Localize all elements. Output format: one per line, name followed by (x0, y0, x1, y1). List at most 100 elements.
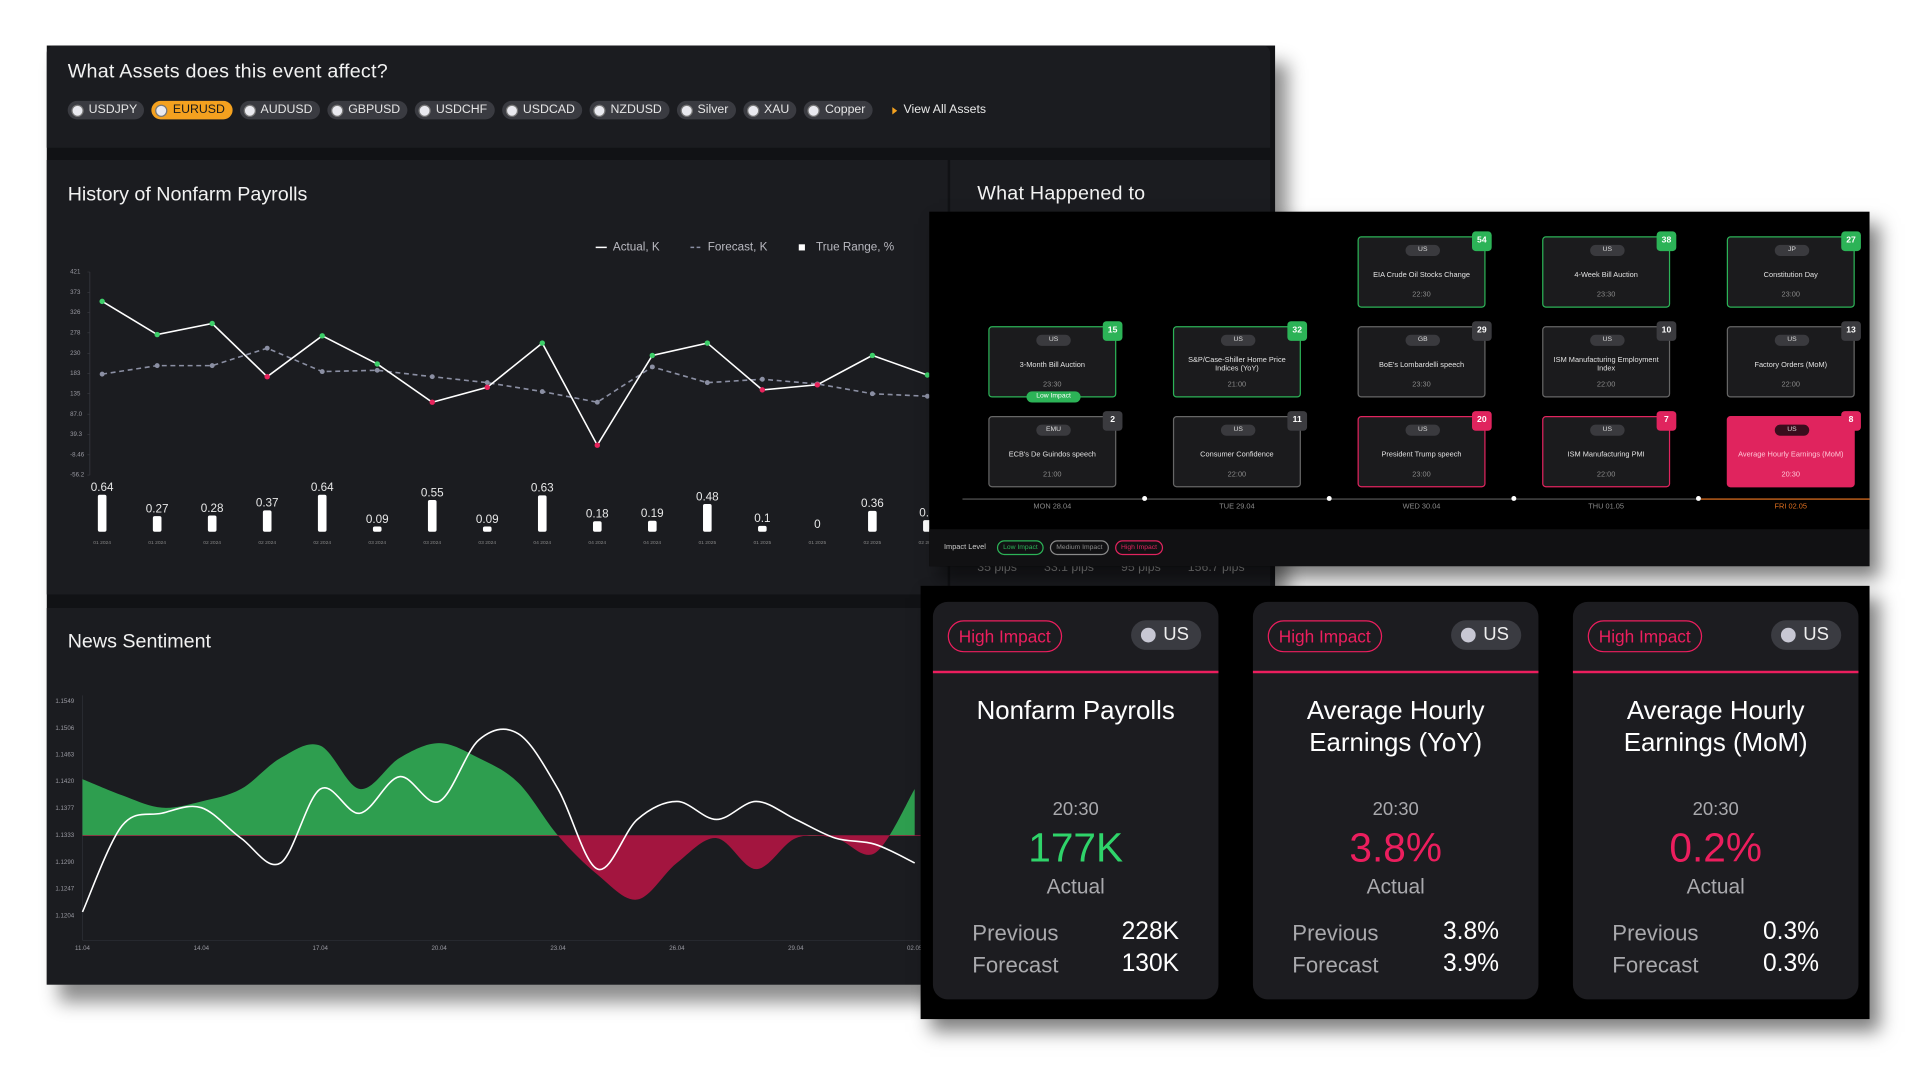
event-card[interactable]: US Consumer Confidence 22:00 11 (1172, 411, 1308, 488)
series-line (101, 300, 928, 447)
event-time: 20:30 (1781, 471, 1800, 479)
timeline-dot (1326, 495, 1332, 501)
event-badge: 29 (1471, 321, 1492, 341)
x-tick-label: 04 2024 (533, 540, 551, 546)
asset-chip[interactable]: GBPUSD (327, 100, 408, 120)
forecast-value: 0.3% (1762, 950, 1820, 978)
actual-point (264, 373, 270, 380)
event-summary-card: High Impact US Nonfarm Payrolls 20:30 177K Ac… (932, 601, 1219, 1000)
actual-value: 177K (1028, 824, 1124, 871)
country-pill: EMU (1036, 424, 1071, 436)
asset-chip[interactable]: EURUSD (151, 100, 233, 120)
y-tick-label: 1.1247 (55, 886, 74, 893)
x-tick-label: 29.04 (788, 945, 804, 952)
previous-label: Previous (1292, 920, 1379, 946)
asset-icon (593, 103, 606, 117)
x-tick-label: 17.04 (313, 945, 329, 952)
event-name: BoE's Lombardelli speech (1378, 361, 1465, 369)
event-time: 22:00 (1781, 381, 1800, 389)
range-bar (758, 525, 767, 532)
asset-chip[interactable]: USDCHF (414, 100, 495, 120)
asset-chip[interactable]: Silver (676, 100, 736, 120)
event-badge: 7 (1656, 411, 1677, 431)
asset-chip[interactable]: USDCAD (501, 100, 583, 120)
asset-chip[interactable]: AUDUSD (239, 100, 320, 120)
assets-section: What Assets does this event affect? USDJ… (46, 45, 1271, 148)
day-label: TUE 29.04 (1219, 503, 1255, 511)
y-tick-label: 1.1549 (55, 698, 74, 705)
impact-level[interactable]: High Impact (1114, 540, 1164, 556)
asset-label: AUDUSD (260, 103, 313, 117)
asset-chip[interactable]: XAU (743, 100, 797, 120)
event-badge: 15 (1102, 321, 1123, 341)
legend-band (929, 529, 1870, 567)
event-card[interactable]: US 3-Month Bill Auction 23:30 15 Low Impact (988, 321, 1123, 403)
event-summary-card: High Impact US Average Hourly Earnings (Yo… (1252, 601, 1539, 1000)
country-pill: US (1774, 424, 1810, 436)
range-label: 0.64 (311, 481, 334, 494)
x-tick-label: 03 2024 (478, 540, 496, 546)
event-card[interactable]: US EIA Crude Oil Stocks Change 22:30 54 (1357, 231, 1492, 308)
actual-point (319, 333, 325, 339)
impact-tag: Low Impact (1026, 391, 1081, 403)
x-tick-label: 11.04 (75, 945, 90, 952)
asset-label: USDCHF (435, 103, 488, 117)
range-bar (207, 515, 217, 532)
event-card[interactable]: EMU ECB's De Guindos speech 21:00 2 (988, 411, 1123, 488)
forecast-value: 3.9% (1442, 950, 1500, 978)
x-tick-label: 02 2024 (313, 540, 331, 546)
country-label: US (1163, 623, 1189, 645)
asset-icon (330, 103, 344, 117)
y-tick-label: 1.1377 (55, 805, 74, 812)
event-card[interactable]: JP Constitution Day 23:00 27 (1726, 231, 1861, 308)
range-label: 0.37 (256, 497, 279, 510)
range-label: 0.09 (476, 513, 499, 526)
x-tick-label: 02 2024 (203, 540, 221, 546)
range-bar (317, 494, 327, 532)
event-card[interactable]: US ISM Manufacturing Employment Index 22:0… (1542, 321, 1677, 398)
range-bar (868, 510, 877, 532)
impact-level[interactable]: Medium Impact (1050, 540, 1109, 556)
event-time: 22:30 (1412, 291, 1431, 300)
event-card[interactable]: US ISM Manufacturing PMI 22:00 7 (1542, 411, 1677, 488)
event-card[interactable]: US Average Hourly Earnings (MoM) 20:30 8 (1726, 411, 1861, 488)
event-card[interactable]: US Factory Orders (MoM) 22:00 13 (1726, 321, 1861, 398)
sentiment-area-positive (82, 743, 915, 836)
event-card[interactable]: GB BoE's Lombardelli speech 23:30 29 (1357, 321, 1492, 398)
y-tick-label: 278 (70, 329, 81, 336)
range-label: 0.63 (531, 482, 554, 495)
impact-level[interactable]: Low Impact (996, 540, 1044, 556)
range-label: 0.09 (366, 513, 389, 526)
asset-chip[interactable]: USDJPY (67, 100, 145, 120)
asset-chip[interactable]: Copper (804, 100, 873, 120)
x-tick-label: 23.04 (550, 945, 566, 952)
actual-point (99, 298, 105, 305)
day-label: MON 28.04 (1033, 503, 1072, 511)
event-card[interactable]: US President Trump speech 23:00 20 (1357, 411, 1492, 488)
actual-point (649, 352, 656, 359)
country-pill: US (1036, 334, 1071, 346)
event-name: Factory Orders (MoM) (1754, 361, 1828, 369)
range-bar (537, 495, 547, 532)
event-name: 3-Month Bill Auction (1019, 361, 1085, 369)
event-badge: 54 (1471, 231, 1492, 252)
view-all-link[interactable]: View All Assets (892, 103, 986, 117)
y-tick-label: 1.1463 (55, 752, 74, 759)
legend-label: Forecast, K (708, 240, 768, 253)
event-time: 23:30 (1412, 381, 1431, 389)
asset-icon (680, 103, 693, 117)
country-pill: US (1131, 620, 1202, 650)
asset-chip[interactable]: NZDUSD (589, 100, 670, 120)
event-badge: 10 (1656, 321, 1677, 341)
country-pill: GB (1405, 334, 1440, 346)
actual-point (484, 384, 490, 391)
y-tick-label: 1.1506 (55, 725, 74, 732)
card-time: 20:30 (1692, 798, 1739, 820)
event-card[interactable]: US 4-Week Bill Auction 23:30 38 (1542, 231, 1677, 308)
range-bar (97, 494, 107, 532)
event-card[interactable]: US S&P/Case-Shiller Home Price Indices (Y… (1172, 321, 1308, 398)
forecast-point (429, 374, 435, 380)
legend-label: Actual, K (613, 240, 660, 253)
country-pill: US (1405, 424, 1440, 436)
range-label: 0.19 (641, 507, 664, 520)
